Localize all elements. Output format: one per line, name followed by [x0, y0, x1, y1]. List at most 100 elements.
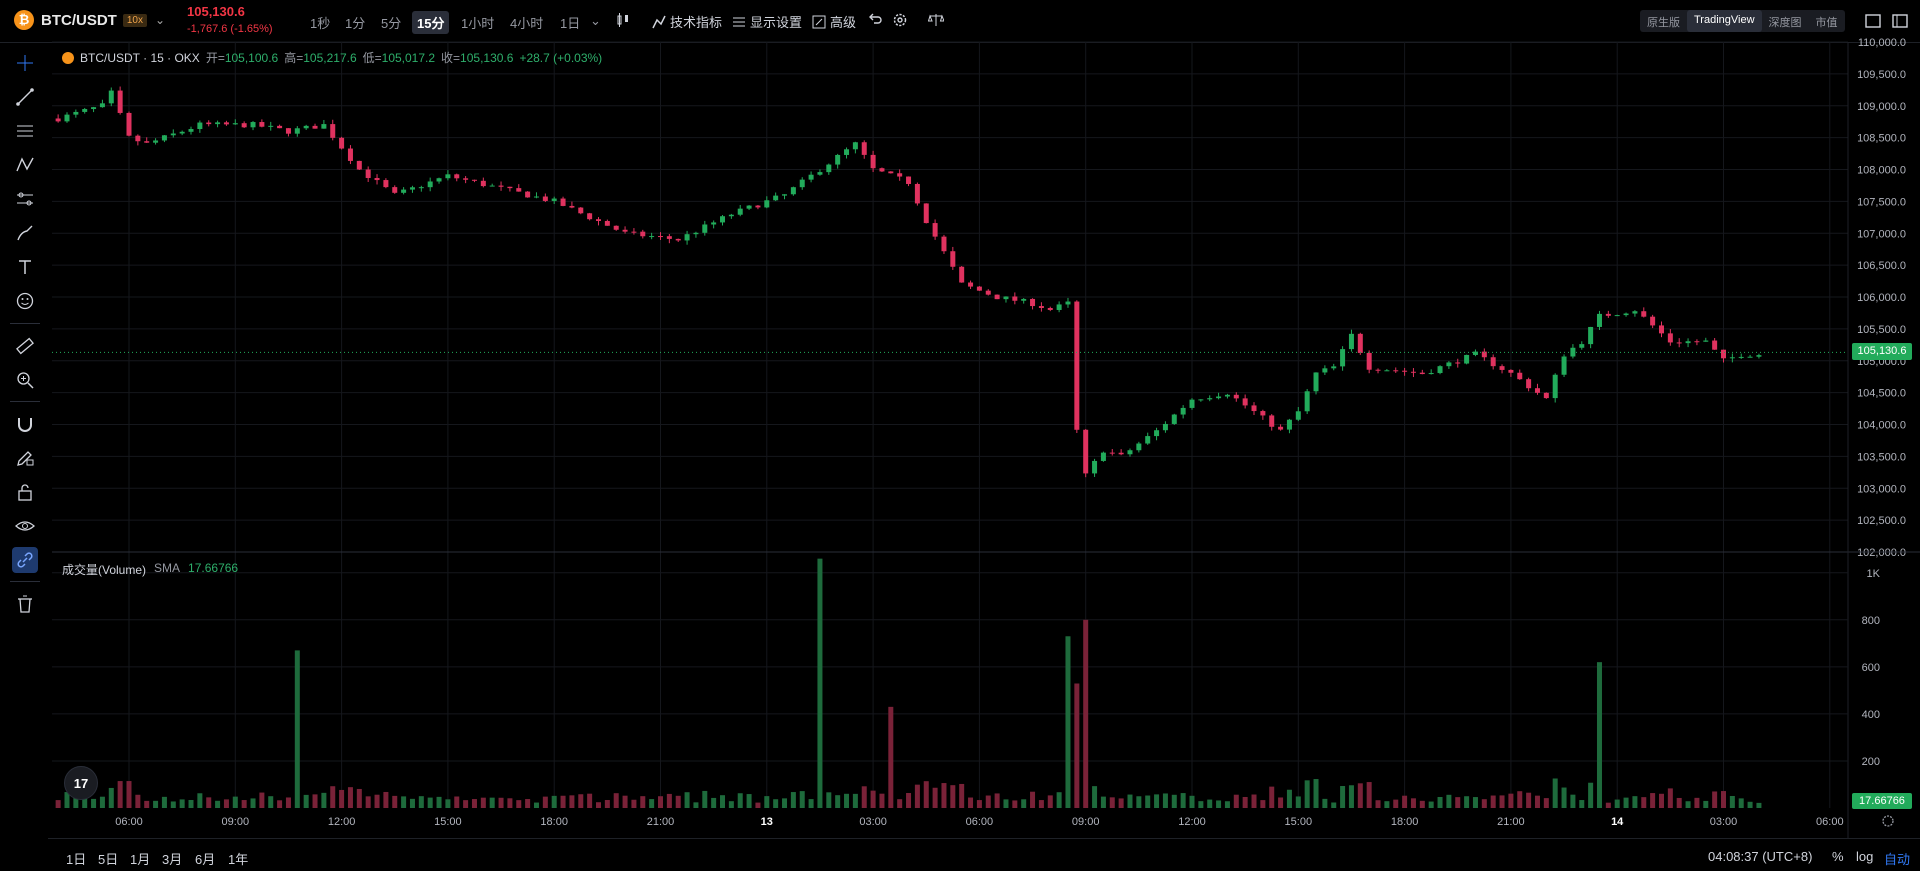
- brush-tool[interactable]: [12, 220, 38, 246]
- range-3m[interactable]: 3月: [162, 852, 183, 867]
- zoom-tool[interactable]: [12, 367, 38, 393]
- volume-bar: [1464, 796, 1470, 808]
- candle-body: [613, 225, 619, 230]
- window-icon[interactable]: [1864, 12, 1882, 30]
- candle-body: [1375, 369, 1381, 371]
- timeframe-1h[interactable]: 1小时: [461, 16, 495, 31]
- compare-button[interactable]: [928, 12, 944, 28]
- symbol-selector[interactable]: ₿ BTC/USDT 10x ⌄: [14, 10, 165, 30]
- tradingview-logo-icon[interactable]: 17: [64, 766, 98, 800]
- volume-bar: [587, 793, 593, 808]
- candle-body: [1092, 460, 1098, 474]
- volume-bar: [817, 558, 823, 808]
- display-settings-button[interactable]: 显示设置: [732, 12, 802, 31]
- volume-bar: [1623, 797, 1629, 808]
- candle-body: [108, 90, 114, 104]
- log-scale-toggle[interactable]: log: [1856, 849, 1874, 864]
- timeframe-4h[interactable]: 4小时: [510, 16, 544, 31]
- candle-body: [968, 282, 974, 287]
- legend-high: 105,217.6: [303, 50, 357, 65]
- candle-body: [223, 122, 229, 125]
- undo-button[interactable]: [868, 12, 882, 26]
- auto-scale-toggle[interactable]: 自动: [1884, 852, 1911, 867]
- volume-bar: [684, 792, 690, 808]
- volume-bar: [1490, 795, 1496, 808]
- candle-body: [1313, 372, 1319, 392]
- magnet-tool[interactable]: [12, 411, 38, 437]
- volume-bar: [1012, 800, 1018, 808]
- trendline-tool[interactable]: [12, 84, 38, 110]
- eye-icon: [15, 521, 35, 531]
- chart-type-button[interactable]: [615, 12, 631, 28]
- list-settings-icon: [733, 17, 745, 26]
- range-5d[interactable]: 5日: [98, 852, 119, 867]
- unlock-tool[interactable]: [12, 479, 38, 505]
- volume-bar: [852, 793, 858, 808]
- timeframe-1s[interactable]: 1秒: [310, 16, 331, 31]
- candle-body: [277, 125, 283, 129]
- lock-drawing-tool[interactable]: [12, 445, 38, 471]
- view-tradingview[interactable]: TradingView: [1687, 10, 1762, 32]
- crosshair-tool[interactable]: [12, 50, 38, 76]
- delete-tool[interactable]: [12, 591, 38, 617]
- fib-tool[interactable]: [12, 118, 38, 144]
- volume-axis-label: 200: [1862, 756, 1880, 768]
- timeframe-15m[interactable]: 15分: [412, 11, 450, 34]
- legend-open: 105,100.6: [224, 50, 279, 65]
- timeframe-1m[interactable]: 1分: [345, 16, 366, 31]
- timeframe-more-chevron-icon[interactable]: ⌄: [590, 13, 601, 28]
- timeframe-1d[interactable]: 1日: [560, 16, 581, 31]
- range-1d[interactable]: 1日: [66, 852, 87, 867]
- volume-bar: [755, 802, 761, 808]
- advanced-button[interactable]: 高级: [812, 12, 856, 31]
- candle-body: [64, 114, 70, 122]
- emoji-tool[interactable]: [12, 288, 38, 314]
- chevron-down-icon[interactable]: ⌄: [154, 13, 166, 27]
- time-axis-label: 21:00: [1497, 816, 1525, 828]
- view-depth[interactable]: 深度图: [1768, 17, 1802, 29]
- volume-bar: [1658, 793, 1664, 808]
- candle-body: [312, 125, 318, 129]
- fullscreen-icon[interactable]: [1891, 12, 1909, 30]
- percent-scale-toggle[interactable]: %: [1832, 849, 1844, 864]
- volume-bar: [870, 790, 876, 808]
- indicators-button[interactable]: 技术指标: [652, 12, 722, 31]
- time-axis-label: 06:00: [1816, 816, 1844, 828]
- volume-bar: [259, 792, 265, 808]
- zoom-in-icon: [17, 372, 34, 389]
- candlestick-chart[interactable]: 110,000.0 109,500.0 109,000.0 108,500.0 108,…: [0, 0, 1920, 840]
- candle-body: [844, 149, 850, 155]
- range-1m[interactable]: 1月: [130, 852, 151, 867]
- candle-body: [153, 140, 159, 143]
- pattern-tool[interactable]: [12, 152, 38, 178]
- settings-button[interactable]: [892, 12, 908, 28]
- timeframe-5m[interactable]: 5分: [381, 16, 402, 31]
- visibility-tool[interactable]: [12, 513, 38, 539]
- candle-body: [1632, 311, 1638, 314]
- candle-body: [374, 177, 380, 181]
- candle-body: [1357, 333, 1363, 353]
- volume-bar: [1632, 796, 1638, 808]
- text-tool[interactable]: [12, 254, 38, 280]
- candle-body: [720, 216, 726, 223]
- range-1y[interactable]: 1年: [228, 852, 249, 867]
- volume-bar: [879, 793, 885, 808]
- candle-body: [1224, 394, 1230, 397]
- ruler-tool[interactable]: [12, 333, 38, 359]
- volume-bar: [1322, 798, 1328, 808]
- range-6m[interactable]: 6月: [195, 852, 216, 867]
- candle-body: [1490, 357, 1496, 367]
- volume-bar: [365, 796, 371, 808]
- view-market-cap[interactable]: 市值: [1815, 17, 1838, 29]
- volume-bar: [542, 796, 548, 808]
- projection-tool[interactable]: [12, 186, 38, 212]
- candle-body: [55, 118, 61, 122]
- link-tool[interactable]: [12, 547, 38, 573]
- volume-bar: [126, 781, 132, 808]
- volume-bar: [914, 784, 920, 808]
- view-native[interactable]: 原生版: [1647, 17, 1680, 29]
- legend-close: 105,130.6: [460, 50, 514, 65]
- candle-body: [914, 183, 920, 204]
- symbol-name: BTC/USDT: [41, 11, 117, 29]
- volume-bar: [1083, 619, 1089, 808]
